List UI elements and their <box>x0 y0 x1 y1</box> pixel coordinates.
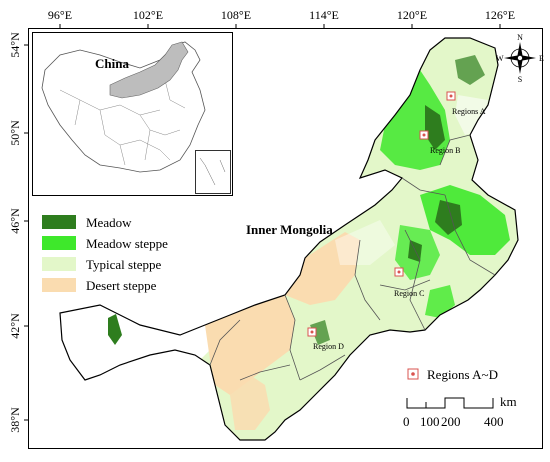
region-d-label: Region D <box>313 342 344 351</box>
inset-inner-mongolia <box>109 41 189 99</box>
lat-label-50: 50°N <box>8 120 22 146</box>
legend-label-meadow: Meadow <box>86 215 132 230</box>
region-a-label: Regions A <box>452 107 486 116</box>
scale-tick-100: 100 <box>420 414 440 429</box>
north-arrow-icon: N S E W <box>496 33 544 84</box>
legend-swatch-meadow-steppe <box>42 236 76 250</box>
lon-label-114: 114°E <box>309 8 339 22</box>
lat-label-46: 46°N <box>8 208 22 234</box>
compass-s: S <box>518 75 522 84</box>
region-b-label: Region B <box>430 146 460 155</box>
lon-label-108: 108°E <box>221 8 251 22</box>
lat-label-54: 54°N <box>8 32 22 58</box>
legend-label-desert-steppe: Desert steppe <box>86 278 157 293</box>
lat-label-42: 42°N <box>8 313 22 339</box>
lat-label-38: 38°N <box>8 407 22 433</box>
lon-label-102: 102°E <box>133 8 163 22</box>
scale-bar <box>406 397 494 409</box>
south-china-sea-box <box>195 150 231 194</box>
inset-china-label: China <box>95 56 129 71</box>
admin-boundaries <box>209 134 496 381</box>
legend-swatch-typical-steppe <box>42 257 76 271</box>
compass-w: W <box>496 54 504 63</box>
longitude-ticks <box>59 24 501 28</box>
region-markers <box>307 91 456 337</box>
lon-label-120: 120°E <box>397 8 427 22</box>
region-name-label: Inner Mongolia <box>246 222 333 237</box>
legend-label-typical-steppe: Typical steppe <box>86 257 161 272</box>
legend: Meadow Meadow steppe Typical steppe Dese… <box>42 215 168 293</box>
lon-label-96: 96°E <box>48 8 72 22</box>
regions-legend-label: Regions A~D <box>427 367 498 382</box>
china-inset: China <box>32 32 233 196</box>
compass-e: E <box>539 54 544 63</box>
legend-label-meadow-steppe: Meadow steppe <box>86 236 168 251</box>
legend-swatch-desert-steppe <box>42 278 76 292</box>
latitude-ticks <box>24 44 28 421</box>
legend-swatch-meadow <box>42 215 76 229</box>
scale-tick-200: 200 <box>441 414 461 429</box>
scale-tick-0: 0 <box>403 414 410 429</box>
regions-legend: Regions A~D <box>407 367 498 382</box>
inner-mongolia-map <box>59 37 519 441</box>
scale-unit: km <box>500 394 517 409</box>
scale-tick-400: 400 <box>484 414 504 429</box>
compass-n: N <box>517 33 523 42</box>
region-c-label: Region C <box>394 289 424 298</box>
lon-label-126: 126°E <box>485 8 515 22</box>
